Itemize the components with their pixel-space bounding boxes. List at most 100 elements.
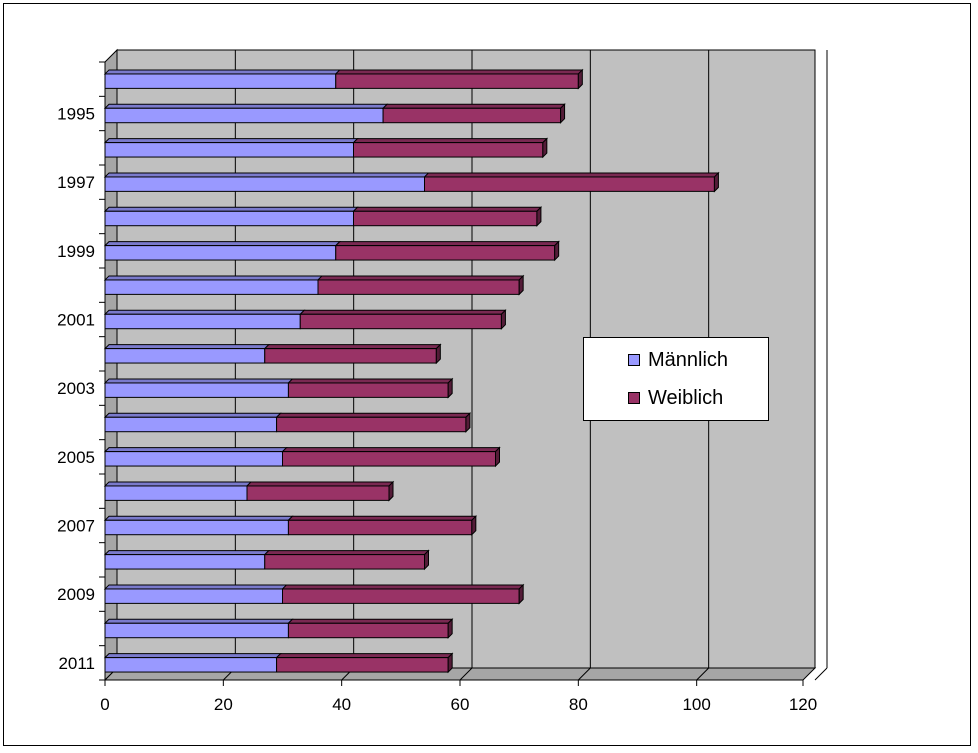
bar-top-weiblich-2008 — [263, 550, 430, 556]
bar-end-weiblich-2002 — [435, 343, 441, 365]
bar-top-maennlich-2005 — [103, 447, 288, 453]
bar-top-maennlich-1998 — [103, 206, 359, 212]
bar-top-weiblich-1999 — [334, 241, 560, 247]
y-tick-label-2003: 2003 — [57, 379, 95, 398]
bar-weiblich-1994 — [335, 73, 579, 89]
bar-top-weiblich-2001 — [299, 309, 507, 315]
bar-weiblich-2001 — [299, 313, 502, 330]
bar-top-maennlich-2003 — [103, 378, 294, 384]
bar-weiblich-2003 — [287, 382, 449, 398]
y-tick-label-1997: 1997 — [57, 173, 95, 192]
bar-weiblich-2005 — [282, 451, 496, 467]
bar-maennlich-2005 — [104, 451, 283, 467]
bar-top-weiblich-1995 — [381, 103, 566, 109]
legend-swatch-weiblich — [628, 392, 640, 404]
bar-maennlich-1997 — [104, 176, 425, 192]
bar-top-weiblich-2009 — [281, 584, 525, 590]
bar-maennlich-1996 — [104, 142, 354, 158]
gridline-floor-100 — [696, 667, 710, 681]
bar-top-maennlich-2001 — [103, 309, 306, 315]
x-tick-label-80: 80 — [569, 695, 588, 714]
bar-top-weiblich-2011 — [275, 653, 454, 659]
bar-top-maennlich-2007 — [103, 515, 294, 521]
bar-top-weiblich-2000 — [316, 275, 525, 281]
bar-weiblich-2011 — [276, 657, 449, 673]
bar-end-weiblich-2011 — [447, 652, 453, 674]
gridline-floor-80 — [577, 667, 591, 681]
bar-top-weiblich-2004 — [275, 412, 472, 418]
gridline-floor-60 — [459, 667, 473, 681]
y-tick-label-2005: 2005 — [57, 448, 95, 467]
bar-top-maennlich-2002 — [103, 344, 270, 350]
bar-maennlich-2007 — [104, 519, 289, 536]
x-tick-label-40: 40 — [332, 695, 351, 714]
bar-maennlich-2003 — [104, 382, 289, 398]
bar-end-weiblich-2009 — [518, 583, 524, 605]
bar-top-maennlich-2008 — [103, 550, 270, 556]
legend-swatch-maennlich — [628, 354, 640, 366]
legend: Männlich Weiblich — [583, 337, 769, 421]
bar-end-weiblich-2003 — [447, 377, 453, 399]
y-tick-label-2011: 2011 — [58, 654, 95, 673]
y-tick-label-1995: 1995 — [57, 105, 95, 124]
legend-label-maennlich: Männlich — [648, 349, 729, 371]
bar-end-weiblich-2000 — [518, 274, 524, 296]
y-tick-label-2009: 2009 — [57, 585, 95, 604]
bar-weiblich-1996 — [353, 142, 544, 158]
bar-weiblich-2004 — [276, 416, 467, 433]
x-tick-label-0: 0 — [100, 695, 109, 714]
x-tick-label-100: 100 — [682, 695, 710, 714]
bar-end-weiblich-2010 — [447, 618, 453, 639]
bar-maennlich-1998 — [104, 210, 354, 227]
bar-end-weiblich-1998 — [536, 206, 542, 227]
bar-maennlich-1995 — [104, 107, 384, 124]
bar-weiblich-1997 — [424, 176, 715, 192]
bar-maennlich-2010 — [104, 622, 289, 639]
x-tick-label-120: 120 — [789, 695, 817, 714]
bar-weiblich-1995 — [382, 107, 562, 124]
bar-top-weiblich-2005 — [281, 447, 501, 453]
bar-maennlich-1994 — [104, 73, 337, 89]
bar-weiblich-2000 — [317, 279, 520, 295]
bar-maennlich-2004 — [104, 416, 278, 433]
bar-end-weiblich-2006 — [388, 480, 394, 502]
bar-top-maennlich-2004 — [103, 412, 282, 418]
bar-maennlich-2001 — [104, 313, 301, 330]
bar-end-weiblich-2004 — [465, 412, 471, 433]
bar-end-weiblich-2007 — [471, 515, 477, 536]
bar-end-weiblich-2001 — [500, 309, 506, 330]
bar-top-maennlich-2011 — [103, 653, 282, 659]
y-tick-label-1999: 1999 — [57, 242, 95, 261]
bar-top-maennlich-2009 — [103, 584, 288, 590]
y-tick-label-2001: 2001 — [57, 311, 95, 330]
bar-maennlich-1999 — [104, 245, 337, 261]
bar-top-weiblich-1997 — [423, 172, 720, 178]
bar-top-weiblich-1996 — [352, 138, 549, 144]
bar-weiblich-2009 — [282, 588, 520, 604]
bar-weiblich-2002 — [264, 348, 437, 364]
bar-end-weiblich-1997 — [713, 171, 719, 193]
bar-top-weiblich-2003 — [287, 378, 454, 384]
bar-top-maennlich-1995 — [103, 103, 389, 109]
x-tick-label-20: 20 — [214, 695, 233, 714]
bar-top-weiblich-1994 — [334, 69, 584, 75]
bar-end-weiblich-2005 — [495, 446, 500, 468]
gridline-floor-120 — [814, 667, 828, 681]
bar-top-weiblich-2006 — [245, 481, 395, 487]
y-tick-label-2007: 2007 — [57, 517, 95, 536]
bar-top-weiblich-1998 — [352, 206, 543, 212]
bar-top-maennlich-1997 — [103, 172, 430, 178]
x-tick-label-60: 60 — [451, 695, 470, 714]
bar-top-weiblich-2007 — [287, 515, 478, 521]
bar-weiblich-2008 — [264, 554, 425, 570]
bar-maennlich-2000 — [104, 279, 319, 295]
bar-end-weiblich-1995 — [560, 103, 566, 124]
bar-top-weiblich-2002 — [263, 344, 442, 350]
bar-top-maennlich-2000 — [103, 275, 324, 281]
bar-weiblich-2007 — [287, 519, 473, 536]
bar-maennlich-2009 — [104, 588, 283, 604]
bar-top-maennlich-2010 — [103, 618, 294, 624]
bar-weiblich-1998 — [353, 210, 538, 227]
bar-maennlich-2011 — [104, 657, 278, 673]
